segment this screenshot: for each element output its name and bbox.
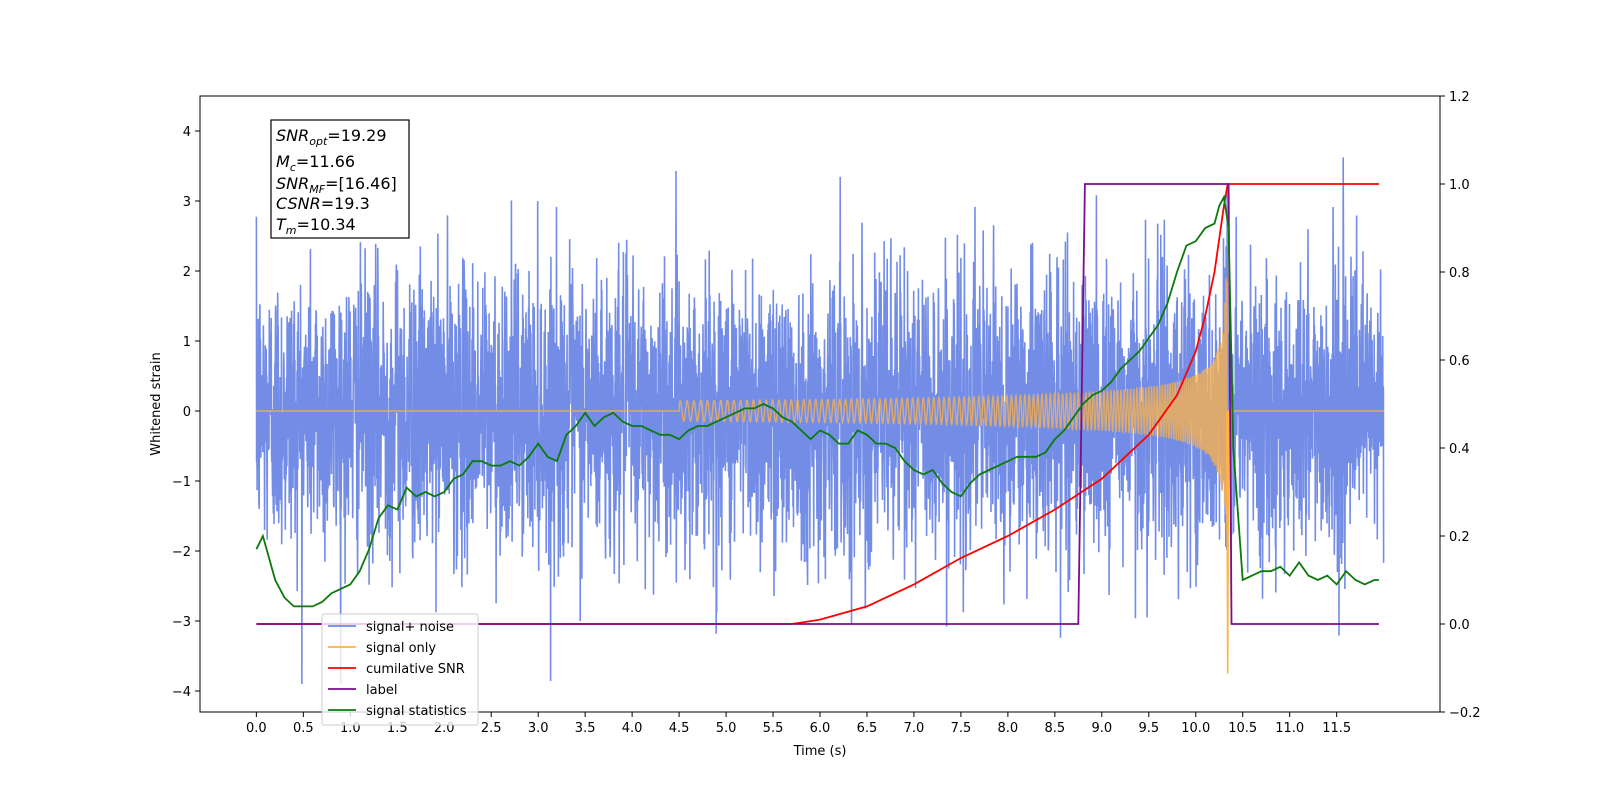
x-tick-label: 10.5 bbox=[1228, 721, 1257, 736]
series-signal-only-merger-dip bbox=[1225, 410, 1230, 674]
x-tick-label: 4.0 bbox=[622, 721, 643, 736]
x-tick-label: 4.5 bbox=[669, 721, 690, 736]
x-tick-label: 3.5 bbox=[575, 721, 596, 736]
x-tick-label: 9.5 bbox=[1138, 721, 1159, 736]
textbox-line-mc: Mc=11.66 bbox=[276, 152, 355, 174]
y2-tick-label: −0.2 bbox=[1449, 706, 1481, 721]
legend-label-label: label bbox=[366, 683, 397, 698]
textbox-csnr-value: =19.3 bbox=[321, 194, 370, 213]
x-tick-label: 11.5 bbox=[1322, 721, 1351, 736]
series-label-line bbox=[256, 183, 1379, 625]
y-axis-label: Whitened strain bbox=[149, 352, 164, 455]
textbox-snr-opt-value: =19.29 bbox=[327, 126, 386, 145]
textbox-line-tm: Tm=10.34 bbox=[276, 215, 356, 237]
y2-tick-label: 0.0 bbox=[1449, 618, 1470, 633]
x-tick-label: 6.0 bbox=[810, 721, 831, 736]
textbox-line-snr-opt: SNRopt=19.29 bbox=[276, 126, 387, 148]
series-signal-noise-line bbox=[255, 157, 1385, 685]
x-tick-label: 0.0 bbox=[246, 721, 267, 736]
textbox-snr-mf-value: =[16.46] bbox=[325, 174, 397, 193]
y-tick-label: 0 bbox=[183, 405, 191, 420]
textbox-tm-value: =10.34 bbox=[297, 215, 356, 234]
stats-textbox-frame bbox=[270, 119, 410, 239]
y-tick-label: −2 bbox=[172, 545, 191, 560]
textbox-mc-value: =11.66 bbox=[296, 152, 355, 171]
x-tick-label: 6.5 bbox=[857, 721, 878, 736]
legend-frame bbox=[321, 613, 479, 726]
y2-tick-label: 1.0 bbox=[1449, 178, 1470, 193]
y-tick-label: 1 bbox=[183, 335, 191, 350]
textbox-mf-sub: MF bbox=[309, 183, 325, 196]
textbox-line-csnr: CSNR=19.3 bbox=[276, 194, 370, 213]
legend-label-signal-only: signal only bbox=[366, 641, 436, 656]
legend-label-signal-statistics: signal statistics bbox=[366, 704, 467, 719]
series-signal-statistics-line bbox=[255, 194, 1379, 608]
y2-tick-label: 0.6 bbox=[1449, 354, 1470, 369]
textbox-t-label: T bbox=[276, 215, 287, 234]
x-tick-label: 5.0 bbox=[716, 721, 737, 736]
y-tick-label: 4 bbox=[183, 125, 191, 140]
textbox-m-label: M bbox=[276, 152, 290, 171]
y-tick-label: 2 bbox=[183, 265, 191, 280]
x-tick-label: 7.0 bbox=[904, 721, 925, 736]
x-tick-label: 11.0 bbox=[1275, 721, 1304, 736]
textbox-m-sub: m bbox=[286, 224, 297, 237]
textbox-snr-label: SNR bbox=[276, 126, 309, 145]
y2-tick-label: 0.4 bbox=[1449, 442, 1470, 457]
y-tick-label: −1 bbox=[172, 475, 191, 490]
textbox-c-sub: c bbox=[290, 161, 296, 174]
y-tick-label: −4 bbox=[172, 685, 191, 700]
y2-tick-label: 1.2 bbox=[1449, 90, 1470, 105]
legend-label-cumulative-snr: cumilative SNR bbox=[366, 662, 465, 677]
textbox-csnr-label: CSNR bbox=[276, 194, 321, 213]
stats-textbox: SNRopt=19.29 Mc=11.66 SNRMF=[16.46] CSNR… bbox=[270, 119, 410, 239]
textbox-line-snr-mf: SNRMF=[16.46] bbox=[276, 174, 397, 196]
x-tick-label: 3.0 bbox=[528, 721, 549, 736]
x-axis-label: Time (s) bbox=[793, 744, 847, 759]
textbox-opt-sub: opt bbox=[309, 135, 328, 148]
y2-tick-label: 0.8 bbox=[1449, 266, 1470, 281]
x-tick-label: 0.5 bbox=[293, 721, 314, 736]
series-signal-only-line bbox=[256, 277, 1384, 569]
legend-label-signal-noise: signal+ noise bbox=[366, 620, 454, 635]
x-tick-label: 8.0 bbox=[998, 721, 1019, 736]
y2-tick-label: 0.2 bbox=[1449, 530, 1470, 545]
x-tick-label: 2.5 bbox=[481, 721, 502, 736]
x-tick-label: 9.0 bbox=[1091, 721, 1112, 736]
x-tick-label: 8.5 bbox=[1045, 721, 1066, 736]
x-tick-label: 5.5 bbox=[763, 721, 784, 736]
x-tick-label: 10.0 bbox=[1181, 721, 1210, 736]
y-tick-label: 3 bbox=[183, 195, 191, 210]
x-tick-label: 7.5 bbox=[951, 721, 972, 736]
y-tick-label: −3 bbox=[172, 615, 191, 630]
legend: signal+ noise signal only cumilative SNR… bbox=[321, 613, 479, 726]
textbox-snr2-label: SNR bbox=[276, 174, 309, 193]
